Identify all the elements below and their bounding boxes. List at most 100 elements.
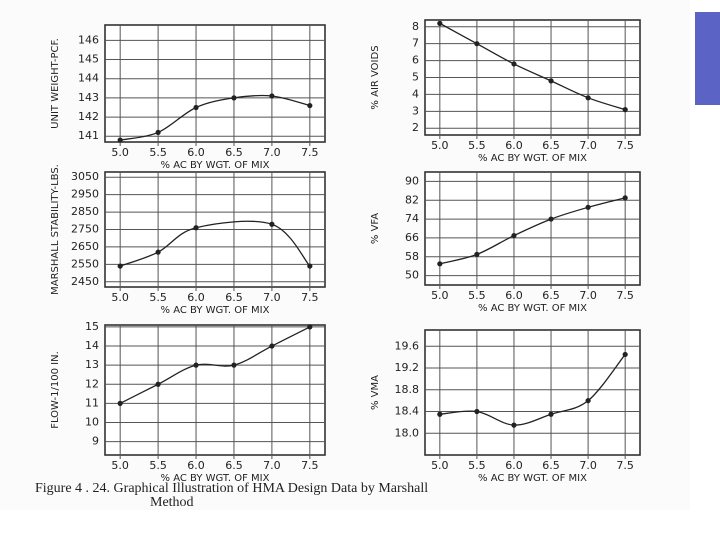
x-tick-label: 7.0 (263, 146, 281, 159)
data-point (307, 324, 313, 330)
y-tick-label: 144 (78, 72, 99, 85)
x-tick-label: 7.5 (616, 139, 634, 152)
data-point (585, 204, 591, 210)
x-tick-label: 7.5 (616, 289, 634, 302)
y-tick-label: 18.0 (395, 426, 420, 439)
y-tick-label: 141 (78, 129, 99, 142)
y-tick-label: 13 (85, 358, 99, 371)
plot-frame (104, 24, 326, 143)
y-tick-label: 6 (412, 54, 419, 67)
x-tick-label: 7.5 (301, 291, 319, 304)
x-tick-label: 6.0 (187, 146, 205, 159)
y-tick-label: 3050 (71, 170, 99, 183)
x-tick-label: 7.0 (579, 139, 597, 152)
y-tick-label: 2750 (71, 223, 99, 236)
x-tick-label: 5.5 (468, 139, 486, 152)
y-tick-label: 142 (78, 110, 99, 123)
x-axis-label: % AC BY WGT. OF MIX (161, 473, 270, 484)
x-tick-label: 6.5 (225, 291, 243, 304)
data-point (548, 411, 554, 417)
data-point (474, 408, 480, 415)
data-point (622, 107, 628, 113)
data-point (511, 422, 517, 428)
x-tick-label: 6.5 (542, 139, 560, 152)
y-tick-label: 145 (78, 53, 99, 66)
data-point (474, 41, 480, 47)
y-tick-label: 15 (85, 320, 99, 333)
y-axis-label: % VMA (370, 375, 381, 410)
data-point (474, 251, 480, 257)
data-point (307, 102, 313, 109)
y-tick-label: 7 (412, 37, 419, 50)
data-curve (120, 94, 310, 141)
y-tick-label: 82 (405, 193, 419, 206)
data-point (155, 129, 161, 136)
plot-frame (424, 171, 641, 286)
data-point (585, 95, 591, 101)
data-point (511, 232, 517, 239)
x-tick-label: 5.5 (149, 459, 167, 472)
caption-line: Method (150, 495, 194, 510)
x-tick-label: 6.0 (505, 289, 523, 302)
data-point (307, 263, 313, 269)
x-tick-label: 6.5 (225, 146, 243, 159)
y-tick-label: 2 (412, 121, 419, 134)
y-tick-label: 5 (412, 71, 419, 84)
x-tick-label: 5.5 (468, 289, 486, 302)
data-point (193, 225, 199, 231)
data-curve (439, 197, 626, 265)
y-tick-label: 10 (85, 416, 99, 429)
x-tick-label: 5.0 (431, 289, 449, 302)
data-point (269, 343, 275, 349)
y-tick-label: 143 (78, 91, 99, 104)
y-tick-label: 2550 (71, 257, 99, 270)
data-point (437, 261, 443, 267)
x-tick-label: 5.0 (111, 146, 129, 159)
y-axis-label: MARSHALL STABILITY-LBS. (50, 164, 61, 295)
y-axis-label: UNIT WEIGHT-PCF. (50, 38, 61, 129)
x-tick-label: 5.0 (431, 139, 449, 152)
plot-frame (104, 324, 326, 456)
x-tick-label: 6.0 (187, 291, 205, 304)
y-tick-label: 2650 (71, 240, 99, 253)
x-tick-label: 7.5 (616, 459, 634, 472)
x-tick-label: 7.0 (579, 289, 597, 302)
data-point (548, 78, 554, 84)
y-axis-label: FLOW-1/100 IN. (50, 351, 61, 429)
slide-accent (695, 12, 720, 105)
data-point (622, 351, 628, 358)
y-tick-label: 12 (85, 377, 99, 390)
y-tick-label: 58 (405, 250, 419, 263)
x-axis-label: % AC BY WGT. OF MIX (161, 160, 270, 171)
y-tick-label: 90 (405, 174, 419, 187)
y-tick-label: 11 (85, 396, 99, 409)
y-tick-label: 146 (78, 33, 99, 46)
data-point (231, 362, 237, 368)
x-tick-label: 6.0 (505, 139, 523, 152)
x-tick-label: 5.0 (111, 291, 129, 304)
x-tick-label: 5.5 (468, 459, 486, 472)
plot-frame (424, 329, 641, 456)
data-point (437, 411, 443, 417)
x-axis-label: % AC BY WGT. OF MIX (478, 473, 587, 484)
data-curve (439, 354, 626, 426)
data-point (622, 195, 628, 201)
y-tick-label: 18.8 (395, 383, 420, 396)
caption-line: Figure 4 . 24. Graphical Illustration of… (35, 481, 428, 496)
data-point (231, 95, 237, 101)
y-tick-label: 8 (412, 20, 419, 33)
y-tick-label: 9 (92, 435, 99, 448)
data-point (117, 263, 123, 269)
x-tick-label: 7.5 (301, 459, 319, 472)
x-tick-label: 6.0 (187, 459, 205, 472)
x-tick-label: 5.5 (149, 291, 167, 304)
x-tick-label: 5.0 (431, 459, 449, 472)
x-tick-label: 7.0 (263, 459, 281, 472)
x-axis-label: % AC BY WGT. OF MIX (478, 153, 587, 164)
data-point (117, 400, 123, 406)
x-tick-label: 5.5 (149, 146, 167, 159)
y-tick-label: 18.4 (395, 405, 420, 418)
y-tick-label: 50 (405, 269, 419, 282)
y-tick-label: 74 (405, 212, 419, 225)
data-point (548, 216, 554, 222)
